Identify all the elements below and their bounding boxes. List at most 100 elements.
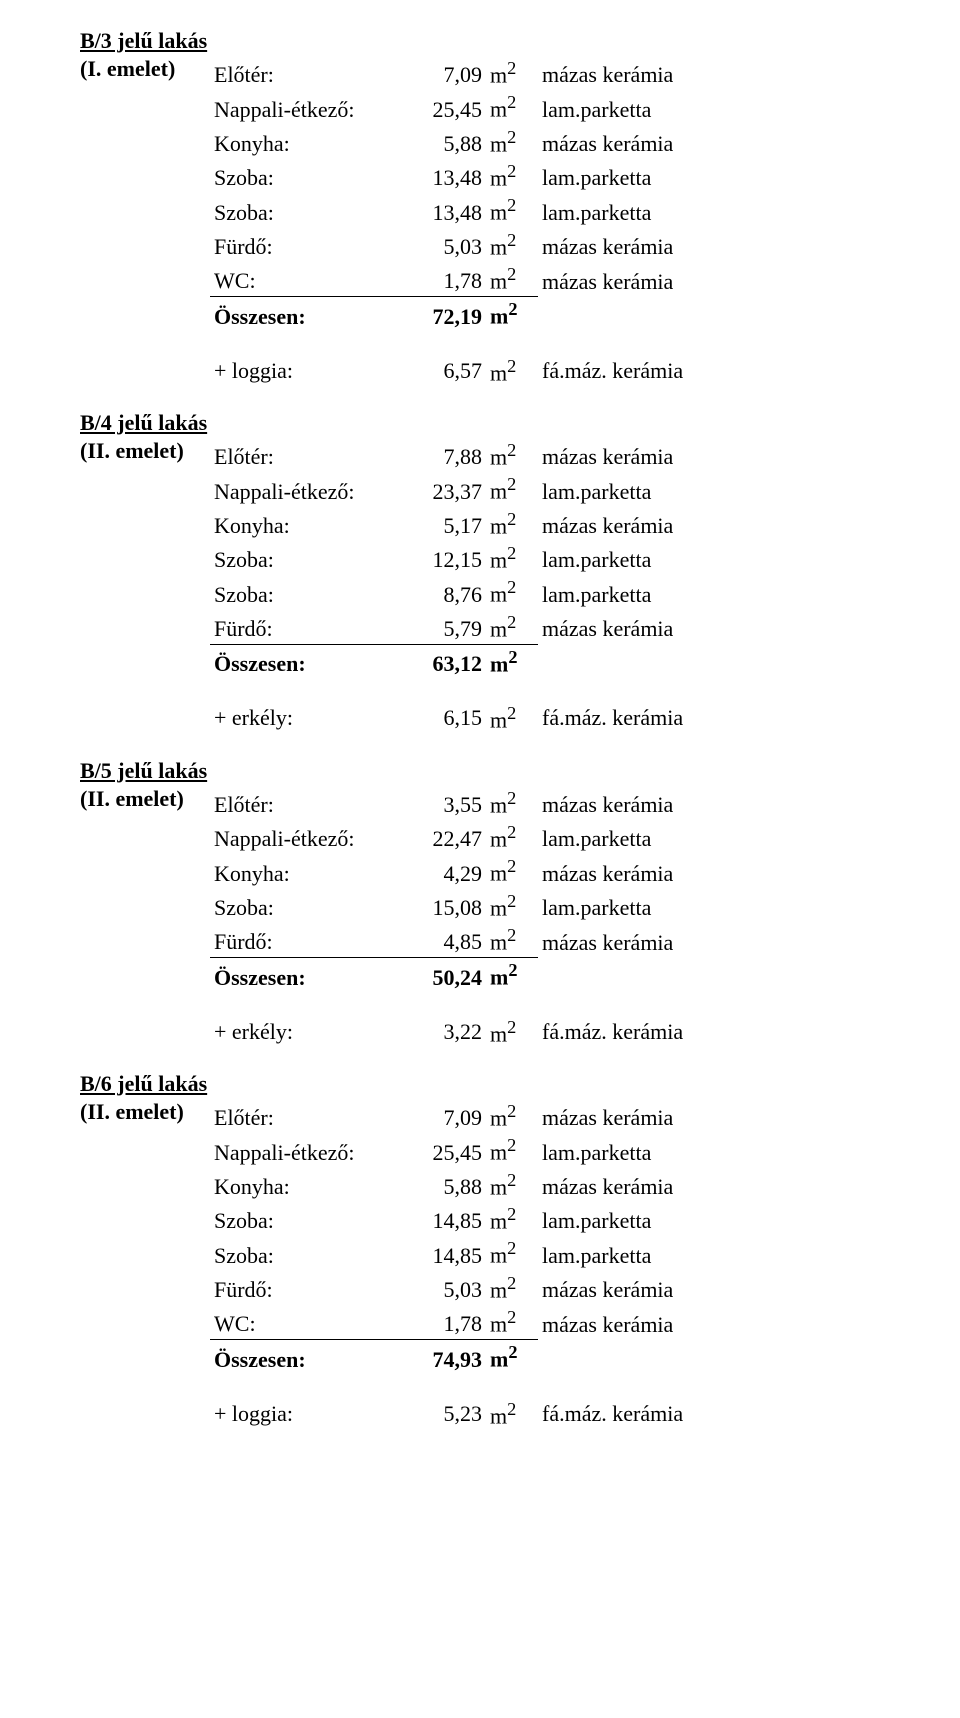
room-row: Konyha:4,29m2mázas kerámia: [210, 854, 716, 888]
room-value: 7,09: [408, 56, 486, 90]
floor-label: (I. emelet): [80, 56, 210, 82]
sum-label: Összesen:: [210, 1340, 408, 1375]
room-row: Szoba:13,48m2lam.parketta: [210, 193, 716, 227]
room-material: mázas kerámia: [538, 228, 716, 262]
room-material: mázas kerámia: [538, 438, 716, 472]
extra-row: + erkély:6,15m2fá.máz. kerámia: [210, 701, 716, 735]
room-label: Fürdő:: [210, 610, 408, 645]
room-row: WC:1,78m2mázas kerámia: [210, 1305, 716, 1340]
room-value: 5,17: [408, 507, 486, 541]
room-value: 5,03: [408, 228, 486, 262]
extra-label: + loggia:: [210, 354, 408, 388]
unit-cell: m2: [486, 889, 538, 923]
room-material: lam.parketta: [538, 159, 716, 193]
unit-cell: m2: [486, 1236, 538, 1270]
extra-value: 6,15: [408, 701, 486, 735]
extra-label: + loggia:: [210, 1397, 408, 1431]
room-label: Szoba:: [210, 193, 408, 227]
room-value: 25,45: [408, 1133, 486, 1167]
apartment-title: B/3 jelű lakás: [80, 28, 880, 54]
room-label: Szoba:: [210, 541, 408, 575]
unit-cell: m2: [486, 159, 538, 193]
room-row: Szoba:15,08m2lam.parketta: [210, 889, 716, 923]
room-label: WC:: [210, 1305, 408, 1340]
room-material: lam.parketta: [538, 575, 716, 609]
room-value: 13,48: [408, 159, 486, 193]
sum-material: [538, 958, 716, 993]
room-material: mázas kerámia: [538, 262, 716, 297]
sum-value: 50,24: [408, 958, 486, 993]
room-label: Előtér:: [210, 438, 408, 472]
room-value: 4,29: [408, 854, 486, 888]
unit-cell: m2: [486, 541, 538, 575]
sum-material: [538, 1340, 716, 1375]
room-row: Fürdő:5,03m2mázas kerámia: [210, 228, 716, 262]
apartment-title: B/5 jelű lakás: [80, 758, 880, 784]
unit-cell: m2: [486, 1015, 538, 1049]
room-material: lam.parketta: [538, 90, 716, 124]
room-label: Előtér:: [210, 56, 408, 90]
room-row: Nappali-étkező:25,45m2lam.parketta: [210, 90, 716, 124]
room-material: lam.parketta: [538, 820, 716, 854]
apartment-section: B/4 jelű lakás(II. emelet)Előtér:7,88m2m…: [80, 410, 880, 740]
room-label: Nappali-étkező:: [210, 90, 408, 124]
room-label: Nappali-étkező:: [210, 1133, 408, 1167]
unit-cell: m2: [486, 125, 538, 159]
room-value: 5,88: [408, 125, 486, 159]
floor-label: (II. emelet): [80, 438, 210, 464]
unit-cell: m2: [486, 228, 538, 262]
rooms-table: Előtér:3,55m2mázas kerámiaNappali-étkező…: [210, 786, 716, 993]
room-material: mázas kerámia: [538, 923, 716, 958]
room-material: lam.parketta: [538, 193, 716, 227]
apartment-body: (II. emelet)Előtér:7,09m2mázas kerámiaNa…: [80, 1099, 880, 1379]
unit-cell: m2: [486, 701, 538, 735]
room-row: Szoba:14,85m2lam.parketta: [210, 1202, 716, 1236]
sum-material: [538, 297, 716, 332]
apartment-body: (II. emelet)Előtér:7,88m2mázas kerámiaNa…: [80, 438, 880, 683]
unit-cell: m2: [486, 262, 538, 297]
room-value: 4,85: [408, 923, 486, 958]
extra-row: + loggia:5,23m2fá.máz. kerámia: [210, 1397, 716, 1431]
unit-cell: m2: [486, 923, 538, 958]
room-row: Konyha:5,17m2mázas kerámia: [210, 507, 716, 541]
room-row: Előtér:7,09m2mázas kerámia: [210, 56, 716, 90]
room-row: Konyha:5,88m2mázas kerámia: [210, 1168, 716, 1202]
room-value: 1,78: [408, 262, 486, 297]
extra-value: 5,23: [408, 1397, 486, 1431]
rooms-table: Előtér:7,09m2mázas kerámiaNappali-étkező…: [210, 1099, 716, 1375]
room-row: WC:1,78m2mázas kerámia: [210, 262, 716, 297]
room-label: Előtér:: [210, 786, 408, 820]
unit-cell: m2: [486, 1133, 538, 1167]
sum-label: Összesen:: [210, 644, 408, 679]
room-value: 23,37: [408, 472, 486, 506]
floor-label: (II. emelet): [80, 1099, 210, 1125]
room-material: mázas kerámia: [538, 610, 716, 645]
extra-material: fá.máz. kerámia: [538, 1397, 716, 1431]
room-row: Szoba:13,48m2lam.parketta: [210, 159, 716, 193]
room-row: Szoba:8,76m2lam.parketta: [210, 575, 716, 609]
room-material: mázas kerámia: [538, 1168, 716, 1202]
room-value: 7,09: [408, 1099, 486, 1133]
apartment-title: B/6 jelű lakás: [80, 1071, 880, 1097]
room-label: Szoba:: [210, 1236, 408, 1270]
room-label: Előtér:: [210, 1099, 408, 1133]
room-row: Fürdő:4,85m2mázas kerámia: [210, 923, 716, 958]
extra-table: + loggia:5,23m2fá.máz. kerámia: [210, 1397, 716, 1431]
extra-row: + erkély:3,22m2fá.máz. kerámia: [210, 1015, 716, 1049]
room-label: Konyha:: [210, 854, 408, 888]
unit-cell: m2: [486, 1305, 538, 1340]
room-material: mázas kerámia: [538, 56, 716, 90]
room-row: Fürdő:5,03m2mázas kerámia: [210, 1271, 716, 1305]
room-material: mázas kerámia: [538, 786, 716, 820]
extra-block: + erkély:3,22m2fá.máz. kerámia: [210, 1015, 880, 1053]
room-material: mázas kerámia: [538, 125, 716, 159]
room-label: WC:: [210, 262, 408, 297]
unit-cell: m2: [486, 472, 538, 506]
unit-cell: m2: [486, 644, 538, 679]
apartment-body: (I. emelet)Előtér:7,09m2mázas kerámiaNap…: [80, 56, 880, 336]
room-label: Nappali-étkező:: [210, 820, 408, 854]
unit-cell: m2: [486, 1340, 538, 1375]
sum-material: [538, 644, 716, 679]
extra-block: + erkély:6,15m2fá.máz. kerámia: [210, 701, 880, 739]
room-label: Fürdő:: [210, 228, 408, 262]
